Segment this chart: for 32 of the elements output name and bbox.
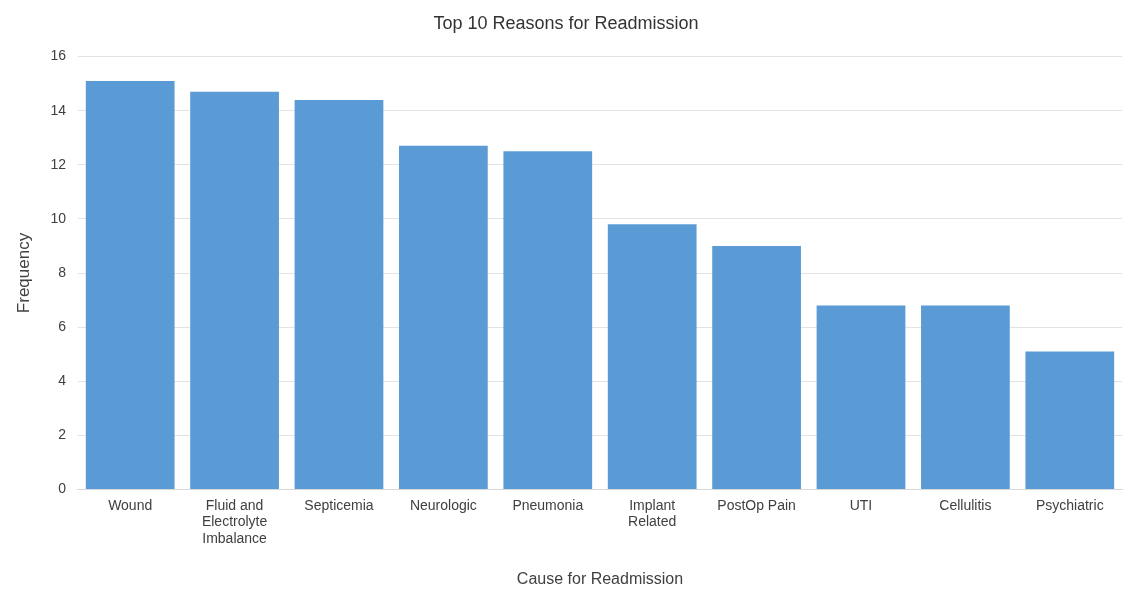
y-tick-label: 10 <box>50 209 67 226</box>
bar <box>190 91 279 489</box>
bar <box>503 151 593 489</box>
bar <box>85 80 175 489</box>
chart-title: Top 10 Reasons for Readmission <box>433 12 699 33</box>
x-tick-label: Wound <box>108 496 153 513</box>
bar <box>607 224 697 489</box>
bar <box>921 305 1010 489</box>
x-tick-label: Pneumonia <box>512 496 584 513</box>
x-tick-label: PostOp Pain <box>717 496 796 513</box>
y-tick-label: 2 <box>58 426 67 443</box>
y-tick-label: 8 <box>58 263 67 280</box>
bar <box>816 305 906 489</box>
bar <box>1025 351 1115 489</box>
x-tick-label: Psychiatric <box>1035 496 1104 513</box>
y-tick-label: 4 <box>58 372 67 389</box>
y-tick-label: 6 <box>58 317 67 334</box>
x-tick-label: Septicemia <box>304 496 374 513</box>
y-tick-label: 16 <box>50 47 67 64</box>
bar <box>399 145 488 489</box>
y-axis-title: Frequency <box>13 232 33 314</box>
x-tick-label: UTI <box>849 496 873 513</box>
y-tick-label: 14 <box>50 101 67 118</box>
y-tick-label: 0 <box>58 480 67 497</box>
x-tick-label: Cellulitis <box>939 496 992 513</box>
bar <box>712 245 801 489</box>
x-tick-label: Neurologic <box>409 496 477 513</box>
x-tick-label: Fluid and Electrolyte Imbalance <box>201 496 268 547</box>
x-axis-title: Cause for Readmission <box>516 569 684 587</box>
x-tick-label: Implant Related <box>628 496 677 530</box>
y-tick-label: 12 <box>50 155 67 172</box>
bar <box>294 99 384 489</box>
